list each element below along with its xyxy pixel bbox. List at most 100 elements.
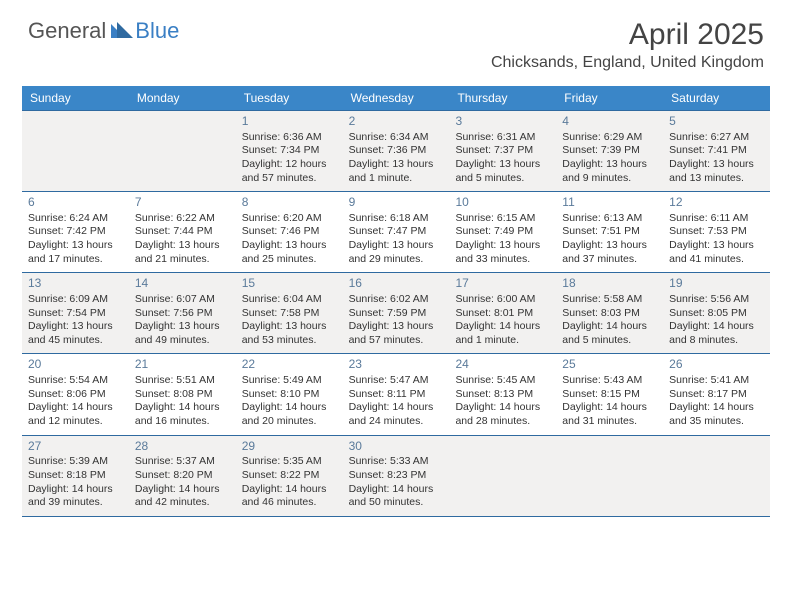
sunset-text: Sunset: 7:37 PM bbox=[455, 144, 550, 158]
sunset-text: Sunset: 8:18 PM bbox=[28, 469, 123, 483]
daylight-text: Daylight: 14 hours and 8 minutes. bbox=[669, 320, 764, 347]
day-cell: 27Sunrise: 5:39 AMSunset: 8:18 PMDayligh… bbox=[22, 436, 129, 516]
day-number: 28 bbox=[135, 439, 230, 455]
day-header: Friday bbox=[556, 86, 663, 110]
sunrise-text: Sunrise: 6:24 AM bbox=[28, 212, 123, 226]
day-number: 25 bbox=[562, 357, 657, 373]
day-header: Thursday bbox=[449, 86, 556, 110]
day-cell: 9Sunrise: 6:18 AMSunset: 7:47 PMDaylight… bbox=[343, 192, 450, 272]
sunset-text: Sunset: 8:03 PM bbox=[562, 307, 657, 321]
sunset-text: Sunset: 8:05 PM bbox=[669, 307, 764, 321]
day-cell: 4Sunrise: 6:29 AMSunset: 7:39 PMDaylight… bbox=[556, 111, 663, 191]
day-number: 15 bbox=[242, 276, 337, 292]
sunrise-text: Sunrise: 6:00 AM bbox=[455, 293, 550, 307]
sunrise-text: Sunrise: 6:20 AM bbox=[242, 212, 337, 226]
sunrise-text: Sunrise: 5:54 AM bbox=[28, 374, 123, 388]
title-block: April 2025 Chicksands, England, United K… bbox=[491, 18, 764, 72]
day-number: 5 bbox=[669, 114, 764, 130]
daylight-text: Daylight: 12 hours and 57 minutes. bbox=[242, 158, 337, 185]
day-cell bbox=[129, 111, 236, 191]
sunrise-text: Sunrise: 6:04 AM bbox=[242, 293, 337, 307]
day-number: 17 bbox=[455, 276, 550, 292]
sunset-text: Sunset: 7:46 PM bbox=[242, 225, 337, 239]
day-cell: 22Sunrise: 5:49 AMSunset: 8:10 PMDayligh… bbox=[236, 354, 343, 434]
sunset-text: Sunset: 8:20 PM bbox=[135, 469, 230, 483]
day-number: 10 bbox=[455, 195, 550, 211]
day-number: 6 bbox=[28, 195, 123, 211]
sunset-text: Sunset: 7:51 PM bbox=[562, 225, 657, 239]
sunrise-text: Sunrise: 6:18 AM bbox=[349, 212, 444, 226]
sunset-text: Sunset: 8:01 PM bbox=[455, 307, 550, 321]
sunrise-text: Sunrise: 5:49 AM bbox=[242, 374, 337, 388]
sunset-text: Sunset: 7:42 PM bbox=[28, 225, 123, 239]
day-number: 29 bbox=[242, 439, 337, 455]
calendar: Sunday Monday Tuesday Wednesday Thursday… bbox=[22, 86, 770, 517]
sunrise-text: Sunrise: 6:34 AM bbox=[349, 131, 444, 145]
day-number: 11 bbox=[562, 195, 657, 211]
sunrise-text: Sunrise: 5:58 AM bbox=[562, 293, 657, 307]
sunset-text: Sunset: 8:06 PM bbox=[28, 388, 123, 402]
sunset-text: Sunset: 7:44 PM bbox=[135, 225, 230, 239]
sunrise-text: Sunrise: 6:02 AM bbox=[349, 293, 444, 307]
daylight-text: Daylight: 14 hours and 5 minutes. bbox=[562, 320, 657, 347]
day-cell: 15Sunrise: 6:04 AMSunset: 7:58 PMDayligh… bbox=[236, 273, 343, 353]
day-header: Saturday bbox=[663, 86, 770, 110]
day-number: 23 bbox=[349, 357, 444, 373]
sunrise-text: Sunrise: 6:29 AM bbox=[562, 131, 657, 145]
daylight-text: Daylight: 14 hours and 12 minutes. bbox=[28, 401, 123, 428]
day-number: 13 bbox=[28, 276, 123, 292]
week-row: 27Sunrise: 5:39 AMSunset: 8:18 PMDayligh… bbox=[22, 436, 770, 517]
day-number: 4 bbox=[562, 114, 657, 130]
daylight-text: Daylight: 14 hours and 20 minutes. bbox=[242, 401, 337, 428]
daylight-text: Daylight: 13 hours and 21 minutes. bbox=[135, 239, 230, 266]
day-cell: 16Sunrise: 6:02 AMSunset: 7:59 PMDayligh… bbox=[343, 273, 450, 353]
sunset-text: Sunset: 7:59 PM bbox=[349, 307, 444, 321]
daylight-text: Daylight: 14 hours and 39 minutes. bbox=[28, 483, 123, 510]
day-number: 7 bbox=[135, 195, 230, 211]
daylight-text: Daylight: 14 hours and 24 minutes. bbox=[349, 401, 444, 428]
sunrise-text: Sunrise: 6:07 AM bbox=[135, 293, 230, 307]
sunset-text: Sunset: 8:08 PM bbox=[135, 388, 230, 402]
sunrise-text: Sunrise: 6:11 AM bbox=[669, 212, 764, 226]
sunset-text: Sunset: 7:41 PM bbox=[669, 144, 764, 158]
sunset-text: Sunset: 7:34 PM bbox=[242, 144, 337, 158]
day-cell: 10Sunrise: 6:15 AMSunset: 7:49 PMDayligh… bbox=[449, 192, 556, 272]
daylight-text: Daylight: 14 hours and 46 minutes. bbox=[242, 483, 337, 510]
day-number: 18 bbox=[562, 276, 657, 292]
sunset-text: Sunset: 7:36 PM bbox=[349, 144, 444, 158]
sunrise-text: Sunrise: 6:36 AM bbox=[242, 131, 337, 145]
logo-triangle-icon bbox=[111, 20, 133, 43]
sunrise-text: Sunrise: 6:15 AM bbox=[455, 212, 550, 226]
sunset-text: Sunset: 7:54 PM bbox=[28, 307, 123, 321]
sunset-text: Sunset: 7:49 PM bbox=[455, 225, 550, 239]
daylight-text: Daylight: 14 hours and 28 minutes. bbox=[455, 401, 550, 428]
day-header: Monday bbox=[129, 86, 236, 110]
day-cell bbox=[449, 436, 556, 516]
day-cell: 20Sunrise: 5:54 AMSunset: 8:06 PMDayligh… bbox=[22, 354, 129, 434]
day-header-row: Sunday Monday Tuesday Wednesday Thursday… bbox=[22, 86, 770, 110]
daylight-text: Daylight: 14 hours and 50 minutes. bbox=[349, 483, 444, 510]
day-cell bbox=[556, 436, 663, 516]
week-row: 20Sunrise: 5:54 AMSunset: 8:06 PMDayligh… bbox=[22, 354, 770, 435]
logo-text-general: General bbox=[28, 18, 106, 44]
day-cell: 2Sunrise: 6:34 AMSunset: 7:36 PMDaylight… bbox=[343, 111, 450, 191]
daylight-text: Daylight: 13 hours and 41 minutes. bbox=[669, 239, 764, 266]
day-cell: 12Sunrise: 6:11 AMSunset: 7:53 PMDayligh… bbox=[663, 192, 770, 272]
daylight-text: Daylight: 13 hours and 45 minutes. bbox=[28, 320, 123, 347]
day-cell: 29Sunrise: 5:35 AMSunset: 8:22 PMDayligh… bbox=[236, 436, 343, 516]
day-cell: 30Sunrise: 5:33 AMSunset: 8:23 PMDayligh… bbox=[343, 436, 450, 516]
location-text: Chicksands, England, United Kingdom bbox=[491, 54, 764, 72]
day-number: 26 bbox=[669, 357, 764, 373]
sunrise-text: Sunrise: 5:47 AM bbox=[349, 374, 444, 388]
day-cell: 8Sunrise: 6:20 AMSunset: 7:46 PMDaylight… bbox=[236, 192, 343, 272]
day-cell bbox=[663, 436, 770, 516]
day-cell: 1Sunrise: 6:36 AMSunset: 7:34 PMDaylight… bbox=[236, 111, 343, 191]
daylight-text: Daylight: 14 hours and 42 minutes. bbox=[135, 483, 230, 510]
day-cell: 23Sunrise: 5:47 AMSunset: 8:11 PMDayligh… bbox=[343, 354, 450, 434]
daylight-text: Daylight: 13 hours and 5 minutes. bbox=[455, 158, 550, 185]
day-cell: 28Sunrise: 5:37 AMSunset: 8:20 PMDayligh… bbox=[129, 436, 236, 516]
day-number: 12 bbox=[669, 195, 764, 211]
sunset-text: Sunset: 8:13 PM bbox=[455, 388, 550, 402]
daylight-text: Daylight: 14 hours and 31 minutes. bbox=[562, 401, 657, 428]
sunrise-text: Sunrise: 5:37 AM bbox=[135, 455, 230, 469]
